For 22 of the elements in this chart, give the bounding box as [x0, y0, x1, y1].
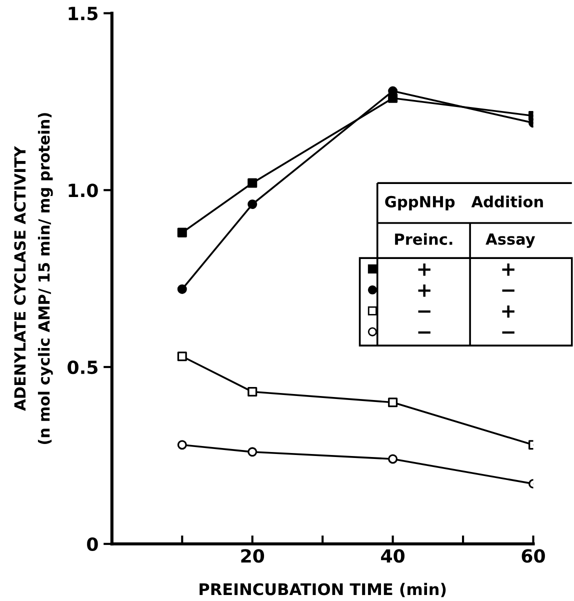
y-tick-label: 0.5: [68, 360, 98, 374]
annotation: Preinc.: [395, 233, 452, 245]
legend-label: + −: [418, 284, 514, 297]
legend-label: − +: [418, 305, 514, 318]
point: [177, 228, 187, 238]
point: [388, 398, 398, 408]
point: [248, 387, 258, 397]
x-tick-label: 20: [241, 549, 264, 563]
point: [388, 93, 398, 103]
y-tick-label: 1.0: [68, 184, 98, 198]
y-tick-label: 1.5: [68, 6, 98, 20]
x-axis-title: PREINCUBATION TIME (min): [200, 582, 446, 598]
x-tick-label: 40: [381, 549, 405, 563]
point: [177, 352, 187, 362]
annotation: Assay: [486, 233, 536, 248]
legend-label: − −: [418, 331, 514, 334]
x-tick-label: 60: [522, 549, 545, 563]
y-tick-label: 0: [87, 537, 98, 552]
point: [248, 178, 258, 188]
y-axis-title: ADENYLATE CYCLASE ACTIVITY (n mol cyclic AMP/ 15 min/ mg protein): [14, 113, 53, 444]
annotation: GppNHp Addition: [385, 196, 543, 210]
legend-label: + +: [418, 264, 514, 276]
